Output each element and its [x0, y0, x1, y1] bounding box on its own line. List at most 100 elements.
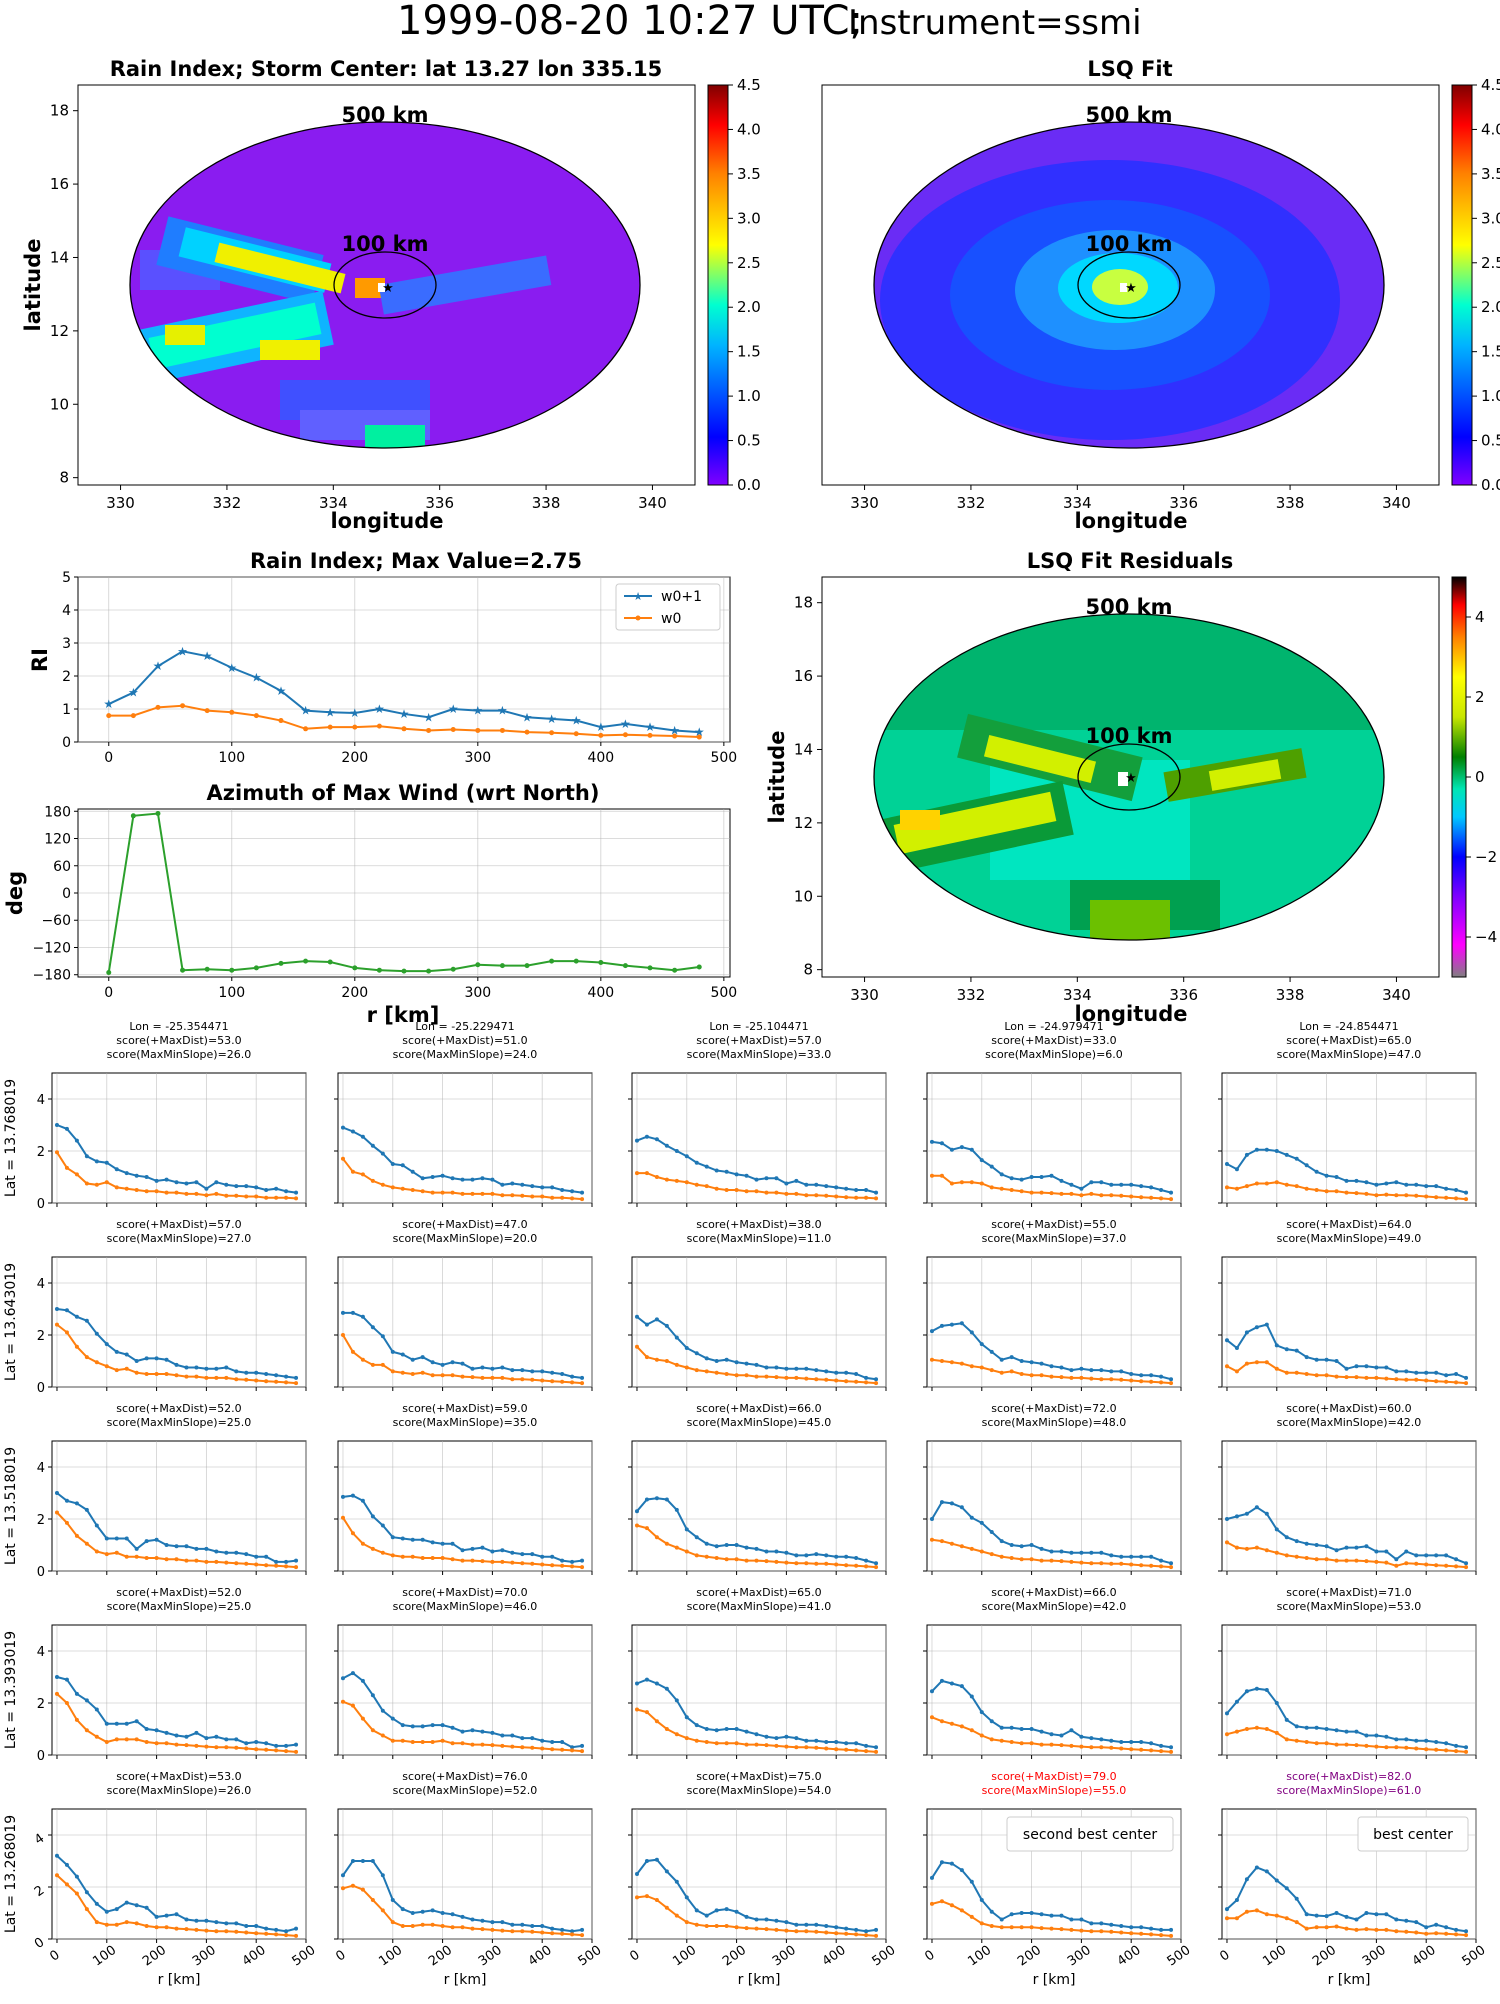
panel-w0plus1-point [1234, 1167, 1239, 1172]
panel-ticks [923, 1098, 1182, 1207]
panel-w0plus1-point [1159, 1374, 1164, 1379]
azimuth-ylabel: deg [3, 871, 27, 915]
panel-w0plus1-point [1149, 1741, 1154, 1746]
panel-w0-point [154, 1556, 159, 1560]
panel-axes [337, 1808, 593, 1940]
panel-w0-point [1049, 1926, 1054, 1931]
fit-ring-100km [1077, 251, 1181, 319]
panel-w0plus1-point [1139, 1554, 1144, 1559]
panel-score-maxminslope: score(MaxMinSlope)=42.0 [1277, 1416, 1422, 1429]
panel-w0-point [370, 1546, 375, 1551]
panel-w0plus1-point [794, 1366, 799, 1371]
ri-w0-point [253, 713, 259, 719]
panel-x-tick-label: 500 [576, 1943, 605, 1970]
panel-w0-point [450, 1741, 455, 1746]
panel-w0-point [654, 1175, 659, 1179]
panel-grid [927, 1441, 1182, 1572]
panel-w0plus1-point [570, 1374, 575, 1379]
panel-w0-point [294, 1196, 299, 1201]
panel-score-maxdist: score(+MaxDist)=65.0 [1286, 1034, 1411, 1047]
panel-w0plus1-point [1079, 1734, 1084, 1739]
panel-w0plus1-point [340, 1125, 345, 1130]
panel-w0-point [674, 1362, 679, 1367]
panel-w0-point [824, 1561, 829, 1566]
az-x-tick-label: 400 [587, 985, 614, 1001]
panel-w0plus1-point [634, 1681, 639, 1686]
panel-w0plus1-point [774, 1365, 779, 1370]
panel-w0-point [1264, 1360, 1269, 1365]
panel-w0plus1-point [734, 1172, 739, 1177]
panel-w0plus1-point [550, 1370, 555, 1375]
panel-w0-point [1009, 1925, 1014, 1930]
panel-w0-point [94, 1360, 99, 1365]
rain-center-marker [378, 283, 385, 292]
panel-w0plus1-point [1414, 1553, 1419, 1558]
panel-w0plus1-point [224, 1550, 229, 1555]
panel-w0plus1-point [224, 1182, 229, 1187]
panel-w0-point [1284, 1370, 1289, 1375]
resid-map-title: LSQ Fit Residuals [1027, 549, 1234, 573]
panel-w0-point [1264, 1548, 1269, 1553]
panel-w0plus1-point [500, 1920, 505, 1925]
panel-w0plus1-point [340, 1676, 345, 1681]
panel-w0-point [390, 1553, 395, 1558]
panel-w0plus1-point [1394, 1737, 1399, 1742]
panel-w0plus1-point [460, 1729, 465, 1734]
panel-w0-point [1384, 1927, 1389, 1932]
panel-w0plus1-point [1169, 1377, 1174, 1382]
panel-w0-point [959, 1908, 964, 1913]
rain-map-ylabel: latitude [21, 239, 45, 332]
rain-ring-500km-label: 500 km [342, 103, 429, 127]
panel-w0-point [470, 1742, 475, 1747]
rain-x-tick-label: 332 [213, 494, 242, 512]
panel-w0plus1-point [774, 1549, 779, 1554]
panel-w0plus1-point [1284, 1152, 1289, 1157]
panel-w0-point [1109, 1377, 1114, 1382]
panel-w0plus1-point [580, 1375, 585, 1380]
panel-w0-point [144, 1372, 149, 1376]
panel-w0plus1-point [440, 1911, 445, 1915]
panel-w0plus1-point [804, 1366, 809, 1371]
fit-map-panel: LSQ Fit 500 km 100 km ★ 330 332 334 336 338 3… [821, 57, 1500, 533]
svg-text:★: ★ [633, 590, 643, 603]
panel-w0plus1-point [694, 1908, 699, 1913]
panel-w0-point [294, 1565, 299, 1570]
panel-w0-point [1444, 1563, 1449, 1568]
rain-index-chart: Rain Index; Max Value=2.75 ★★★★ ★★★★★ ★ ★ ★ ★… [28, 549, 737, 766]
panel-w0-point [1444, 1379, 1449, 1384]
panel-w0-point [144, 1189, 149, 1194]
panel-w0-point [1079, 1928, 1084, 1933]
panel-w0-point [664, 1177, 669, 1182]
panel-w0-point [1414, 1930, 1419, 1935]
panel-w0-point [1059, 1375, 1064, 1380]
panel-w0plus1-point [490, 1366, 495, 1371]
panel-w0plus1-point [1089, 1550, 1094, 1555]
az-x-tick-label: 100 [218, 985, 245, 1001]
panel-w0-point [340, 1699, 345, 1704]
panel-w0plus1-point [1254, 1147, 1259, 1152]
panel-w0plus1-point [1129, 1925, 1134, 1930]
panel-w0plus1-point [1019, 1544, 1024, 1549]
panel-w0-point [834, 1194, 839, 1199]
panel-w0-point [54, 1510, 59, 1515]
panel-w0-point [1019, 1557, 1024, 1562]
azimuth-xlabel: r [km] [367, 1003, 440, 1027]
panel-w0-point [450, 1373, 455, 1378]
panel-w0-point [580, 1565, 585, 1570]
ri-w0plus1-point: ★ [595, 720, 606, 734]
panel-w0-point [989, 1185, 994, 1190]
panel-w0-point [1304, 1926, 1309, 1931]
panel-w0plus1-point [674, 1879, 679, 1884]
panel-w0plus1-point [979, 1520, 984, 1525]
panel-w0plus1-point [1029, 1727, 1034, 1731]
panel-w0plus1-point [410, 1537, 415, 1542]
panel-w0-point [450, 1925, 455, 1930]
panel-w0-point [450, 1557, 455, 1562]
panel-w0-point [64, 1520, 69, 1525]
panel-w0plus1-point [134, 1173, 139, 1178]
panel-score-maxdist: score(+MaxDist)=66.0 [991, 1586, 1116, 1599]
panel-w0-point [520, 1193, 525, 1198]
panel-w0plus1-point [814, 1922, 819, 1927]
